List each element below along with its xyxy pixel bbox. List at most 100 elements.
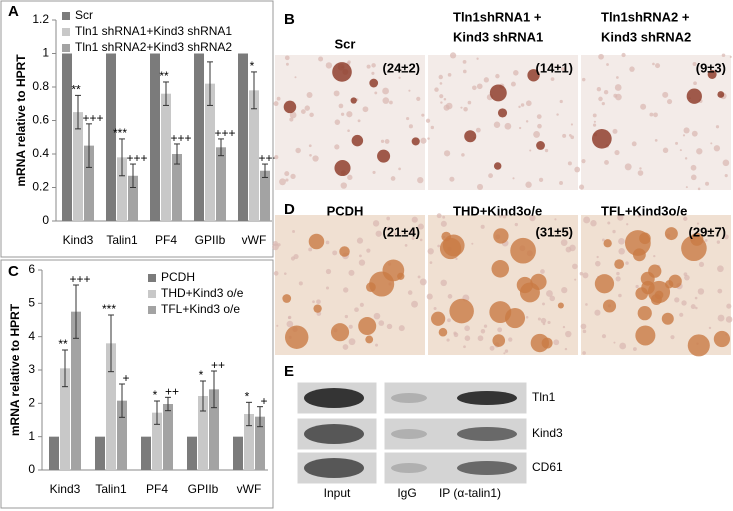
colony: [594, 274, 615, 294]
cell: [614, 84, 622, 91]
legend-swatch: [62, 28, 70, 36]
y-axis-label: mRNA relative to HPRT: [8, 303, 22, 436]
significance-label: *: [199, 368, 204, 382]
y-tick-label: 1.2: [32, 12, 49, 26]
significance-label: +++: [69, 272, 90, 286]
cell: [637, 170, 644, 176]
cell: [439, 82, 443, 85]
cell: [533, 131, 541, 138]
cell: [274, 154, 279, 160]
cell: [691, 130, 698, 137]
cell: [411, 216, 418, 223]
cell: [598, 53, 604, 60]
cell: [434, 87, 439, 92]
cell: [449, 176, 455, 182]
cell: [398, 167, 401, 171]
colony: [492, 334, 506, 347]
cell: [537, 123, 542, 129]
cell: [386, 323, 393, 330]
bar: [172, 154, 182, 221]
cell: [372, 170, 376, 174]
bar: [209, 389, 219, 470]
colony: [635, 325, 656, 346]
cell: [670, 335, 675, 340]
cell: [695, 306, 698, 310]
significance-label: **: [159, 69, 169, 83]
colony: [411, 137, 420, 146]
cell: [579, 271, 584, 276]
y-tick-label: 0.4: [32, 146, 49, 160]
colony-count: (29±7): [689, 224, 726, 239]
x-tick-label: GPIIb: [188, 482, 219, 496]
cell: [406, 116, 410, 121]
blot: [383, 381, 528, 415]
cell: [286, 320, 294, 328]
significance-label: +: [260, 394, 267, 408]
cell: [325, 240, 330, 245]
colony-count: (14±1): [536, 60, 573, 75]
colony: [516, 276, 534, 294]
legend-label: THD+Kind3 o/e: [161, 286, 244, 300]
cell: [652, 62, 655, 66]
cell: [464, 325, 470, 332]
cell: [279, 178, 286, 186]
cell: [596, 87, 602, 92]
cell: [408, 124, 413, 129]
cell: [439, 94, 444, 99]
cell: [374, 91, 378, 95]
bar: [150, 53, 160, 221]
significance-label: +++: [170, 131, 191, 145]
image-caption: Tln1shRNA1 +: [453, 9, 542, 24]
cell: [408, 89, 411, 92]
cell: [554, 218, 557, 221]
cell: [582, 329, 587, 334]
cell: [366, 64, 371, 69]
colony-count: (24±2): [383, 60, 420, 75]
cell: [581, 159, 586, 164]
colony: [664, 227, 678, 241]
cell: [696, 148, 703, 155]
cell: [683, 272, 688, 277]
cell: [288, 315, 292, 320]
cell: [540, 269, 545, 274]
bar: [249, 90, 259, 221]
legend-label: PCDH: [161, 270, 195, 284]
cell: [308, 247, 313, 252]
cell: [375, 230, 382, 237]
blot-band: [304, 458, 364, 478]
cell: [529, 149, 532, 152]
colony: [717, 91, 725, 98]
colony: [661, 312, 674, 325]
cell: [615, 93, 622, 101]
colony: [592, 128, 612, 149]
cell: [662, 147, 669, 154]
cell: [359, 302, 364, 307]
cell: [520, 103, 525, 107]
cell: [724, 174, 728, 178]
significance-label: **: [71, 83, 81, 97]
cell: [572, 263, 578, 270]
cell: [354, 307, 359, 313]
cell: [617, 214, 624, 221]
cell: [348, 324, 353, 329]
cell: [510, 81, 516, 87]
cell: [693, 81, 697, 86]
significance-label: +++: [82, 111, 103, 125]
cell: [362, 106, 369, 113]
y-tick-label: 2: [28, 396, 35, 410]
cell: [284, 55, 290, 61]
cell: [653, 254, 656, 258]
cell: [595, 260, 601, 267]
y-axis-label: mRNA relative to HPRT: [14, 54, 28, 187]
legend-label: Scr: [75, 8, 93, 22]
cell: [581, 77, 586, 82]
cell: [503, 352, 506, 355]
y-tick-label: 1: [28, 429, 35, 443]
cell: [723, 234, 729, 240]
cell: [382, 97, 390, 104]
colony: [536, 141, 545, 150]
cell: [697, 187, 701, 191]
cell: [513, 70, 519, 76]
error-bar: [218, 138, 224, 157]
